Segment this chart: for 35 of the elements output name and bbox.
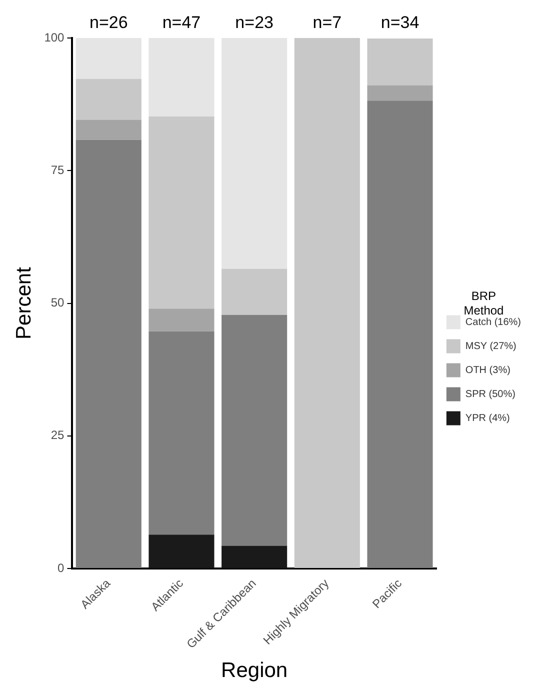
y-tick-label: 25 xyxy=(50,428,65,442)
annotation: n=34 xyxy=(380,13,420,32)
legend-label: MSY (27%) xyxy=(465,340,516,352)
bar xyxy=(148,308,214,332)
bar xyxy=(148,534,214,568)
bar xyxy=(76,38,142,79)
bar xyxy=(76,140,142,568)
legend-label: Catch (16%) xyxy=(465,316,521,328)
bar xyxy=(222,38,288,269)
annotation: n=23 xyxy=(235,13,274,32)
y-tick-label: 50 xyxy=(50,296,65,310)
legend-label: OTH (3%) xyxy=(465,364,510,376)
bar xyxy=(148,38,214,117)
annotation: n=26 xyxy=(89,13,128,32)
bar xyxy=(367,38,433,86)
bar xyxy=(148,331,214,535)
legend-title: BRP Method xyxy=(464,289,504,318)
bar xyxy=(367,85,433,101)
annotation: n=47 xyxy=(162,13,201,32)
bar xyxy=(294,38,360,568)
bar xyxy=(367,100,433,568)
bar xyxy=(222,268,288,315)
bar xyxy=(76,120,142,140)
y-axis-title: Percent xyxy=(12,266,36,340)
y-tick-label: 75 xyxy=(50,162,65,177)
annotation: n=7 xyxy=(312,13,342,32)
legend-label: YPR (4%) xyxy=(465,412,510,424)
x-axis-title: Region xyxy=(221,659,288,682)
bar xyxy=(222,314,288,546)
bar xyxy=(148,116,214,309)
y-tick-label: 100 xyxy=(44,30,65,44)
legend-label: SPR (50%) xyxy=(465,388,516,400)
bar xyxy=(76,78,142,120)
y-tick-label: 0 xyxy=(58,560,65,575)
bar xyxy=(222,546,288,568)
